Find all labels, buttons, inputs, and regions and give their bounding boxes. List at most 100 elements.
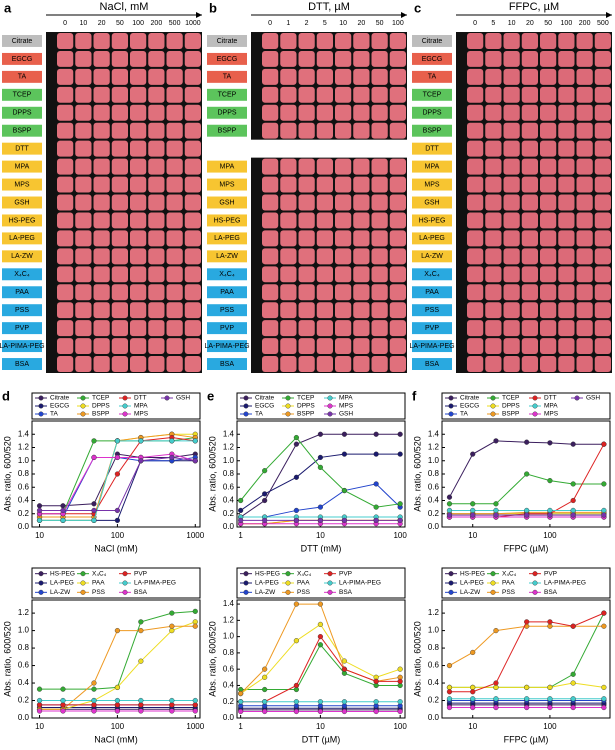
y-tick-label: 1.2 — [428, 443, 440, 452]
well — [111, 140, 128, 157]
legend-label: PAA — [502, 580, 515, 587]
y-tick-label: 0.6 — [428, 661, 440, 670]
data-point — [91, 517, 97, 523]
legend-label: BSPP — [297, 411, 314, 418]
data-point — [397, 517, 403, 523]
well — [503, 122, 520, 139]
legend-label: LA-ZW — [50, 589, 71, 596]
well — [166, 356, 183, 372]
well — [576, 302, 593, 319]
well — [576, 68, 593, 85]
data-point — [169, 697, 175, 704]
well — [389, 356, 406, 372]
well — [166, 338, 183, 355]
well — [576, 33, 593, 49]
well — [148, 86, 165, 103]
well — [485, 320, 502, 337]
well — [335, 302, 352, 319]
well — [262, 302, 279, 319]
well — [262, 158, 279, 175]
row-label: PSS — [425, 307, 439, 314]
well — [371, 230, 388, 247]
legend-label: EGCG — [460, 403, 479, 410]
row-label: BSPP — [218, 128, 237, 135]
well — [558, 176, 575, 193]
data-point — [547, 704, 553, 711]
row-label: PSS — [220, 307, 234, 314]
data-point — [570, 671, 576, 677]
row-label: EGCG — [12, 56, 33, 63]
well — [57, 338, 74, 355]
well — [57, 176, 74, 193]
well — [594, 86, 611, 103]
data-point — [60, 686, 66, 692]
well — [503, 302, 520, 319]
well — [558, 266, 575, 283]
row-tag — [2, 196, 42, 209]
y-axis-label: Abs. ratio, 600/520 — [207, 621, 217, 697]
legend-label: DPPS — [502, 403, 520, 410]
well — [316, 68, 333, 85]
data-point — [262, 517, 268, 523]
legend-marker — [327, 580, 333, 586]
data-point — [341, 699, 348, 705]
x-axis-label: DTT (mM) — [301, 543, 342, 553]
legend-marker — [243, 580, 249, 586]
x-tick-label: 100 — [393, 531, 407, 540]
legend-label: BSPP — [92, 411, 109, 418]
well — [521, 104, 538, 121]
well — [503, 176, 520, 193]
data-point — [262, 491, 268, 497]
legend-marker — [490, 589, 496, 595]
well — [389, 50, 406, 67]
y-tick-label: 0.4 — [428, 678, 440, 687]
data-point — [570, 512, 576, 518]
legend-box — [31, 392, 201, 420]
data-point — [293, 638, 299, 644]
well — [335, 86, 352, 103]
row-label: PSS — [15, 307, 29, 314]
row-label: TCEP — [423, 92, 442, 99]
well — [594, 320, 611, 337]
y-tick-label: 0.8 — [18, 469, 30, 478]
concentration-label: 500 — [597, 20, 609, 27]
data-point — [138, 627, 144, 634]
data-point — [114, 702, 121, 708]
well — [389, 248, 406, 265]
y-tick-label: 0.8 — [223, 469, 235, 478]
well — [280, 122, 297, 139]
data-point — [262, 708, 268, 715]
y-tick-label: 1.4 — [428, 429, 440, 438]
data-point — [373, 481, 379, 487]
well — [298, 86, 315, 103]
data-point — [397, 666, 403, 672]
legend-marker — [448, 411, 454, 417]
well — [298, 122, 315, 139]
y-tick-label: 0.2 — [428, 509, 440, 518]
well — [111, 50, 128, 67]
well — [130, 158, 147, 175]
row-tag — [2, 35, 42, 47]
y-tick-label: 0.2 — [428, 696, 440, 705]
well — [521, 158, 538, 175]
well — [130, 194, 147, 211]
data-point — [317, 642, 324, 648]
legend-label: LA-PEG — [255, 580, 279, 587]
data-point — [524, 471, 530, 477]
well — [335, 104, 352, 121]
data-point — [493, 501, 499, 507]
data-point — [493, 684, 499, 691]
row-tag — [2, 268, 42, 281]
y-tick-label: 0.8 — [428, 469, 440, 478]
well — [521, 248, 538, 265]
legend-marker — [122, 589, 128, 595]
data-point — [317, 601, 324, 607]
well — [594, 122, 611, 139]
well — [93, 158, 110, 175]
well — [262, 284, 279, 301]
legend-marker — [285, 571, 291, 577]
y-tick-label: 0.0 — [428, 713, 440, 722]
concentration-label: 1 — [286, 20, 290, 27]
legend-marker — [80, 571, 86, 577]
